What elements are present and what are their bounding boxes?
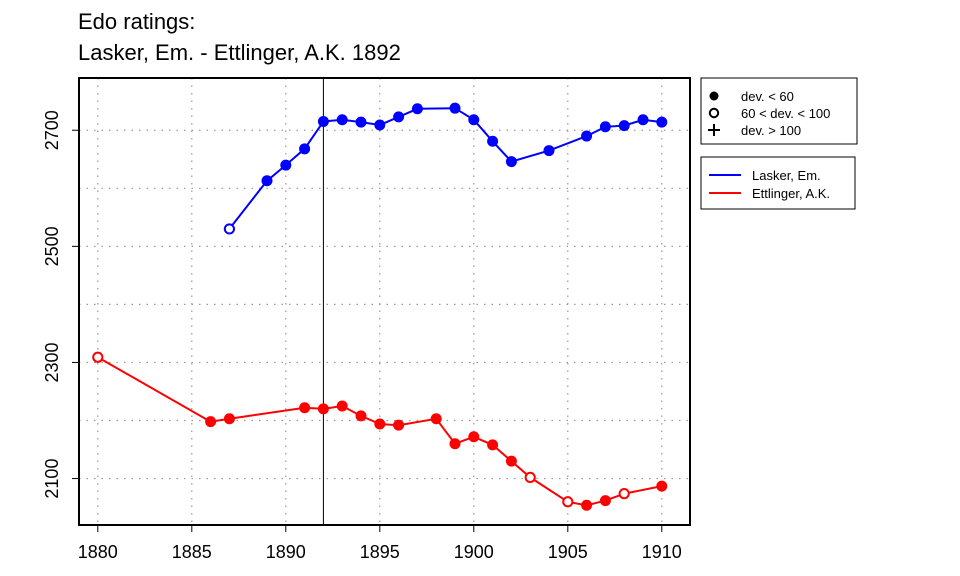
data-point <box>317 403 329 415</box>
legend-label-lasker: Lasker, Em. <box>752 168 821 183</box>
data-point <box>599 121 611 133</box>
data-point <box>468 431 480 443</box>
data-point <box>355 116 367 128</box>
data-point <box>581 499 593 511</box>
data-point <box>336 114 348 126</box>
y-tick-label: 2700 <box>42 110 62 150</box>
data-point <box>336 400 348 412</box>
plot-frame <box>78 77 691 526</box>
data-point <box>505 455 517 467</box>
deviation-legend-label: 60 < dev. < 100 <box>741 106 830 121</box>
data-point <box>581 130 593 142</box>
x-tick-label: 1900 <box>454 542 494 562</box>
data-point <box>487 439 499 451</box>
x-axis: 1880 1885 1890 1895 1900 1905 1910 <box>78 525 682 562</box>
x-tick-label: 1885 <box>172 542 212 562</box>
data-point <box>205 416 217 428</box>
y-axis: 2100 2300 2500 2700 <box>42 110 79 499</box>
data-point <box>355 410 367 422</box>
data-point <box>505 156 517 168</box>
chart-title: Edo ratings: <box>78 9 195 34</box>
open-circle-icon <box>708 107 720 119</box>
x-tick-label: 1895 <box>360 542 400 562</box>
chart-subtitle: Lasker, Em. - Ettlinger, A.K. 1892 <box>78 40 401 65</box>
data-point <box>543 145 555 157</box>
data-point <box>524 471 536 483</box>
data-point <box>411 103 423 115</box>
data-point <box>317 116 329 128</box>
deviation-legend-label: dev. > 100 <box>741 123 801 138</box>
data-point <box>374 119 386 131</box>
data-point <box>468 114 480 126</box>
plus-icon <box>708 124 720 136</box>
legend-label-ettlinger: Ettlinger, A.K. <box>752 186 830 201</box>
filled-circle-icon <box>709 91 719 101</box>
x-tick-label: 1905 <box>548 542 588 562</box>
data-point <box>449 102 461 114</box>
data-point <box>393 111 405 123</box>
data-point <box>393 419 405 431</box>
data-point <box>261 175 273 187</box>
series-layer <box>92 102 668 511</box>
y-tick-label: 2300 <box>42 342 62 382</box>
series-1 <box>92 351 668 511</box>
x-tick-label: 1880 <box>78 542 118 562</box>
y-tick-label: 2100 <box>42 459 62 499</box>
x-tick-label: 1890 <box>266 542 306 562</box>
deviation-legend: dev. < 60 60 < dev. < 100 dev. > 100 <box>700 77 858 145</box>
data-point <box>656 116 668 128</box>
series-legend-box <box>700 156 856 210</box>
data-point <box>656 480 668 492</box>
data-point <box>637 114 649 126</box>
data-point <box>430 413 442 425</box>
data-point <box>374 418 386 430</box>
data-point <box>449 438 461 450</box>
data-point <box>599 495 611 507</box>
series-line <box>228 107 662 230</box>
data-point <box>618 120 630 132</box>
data-point <box>92 351 104 363</box>
data-point <box>280 159 292 171</box>
grid <box>79 78 690 525</box>
data-point <box>562 496 574 508</box>
y-tick-label: 2500 <box>42 226 62 266</box>
data-point <box>223 413 235 425</box>
data-point <box>487 135 499 147</box>
deviation-legend-box <box>700 77 858 145</box>
data-point <box>223 223 235 235</box>
data-point <box>299 402 311 414</box>
series-legend: Lasker, Em. Ettlinger, A.K. <box>700 156 856 210</box>
data-point <box>618 488 630 500</box>
series-0 <box>223 102 668 235</box>
deviation-legend-label: dev. < 60 <box>741 89 794 104</box>
x-tick-label: 1910 <box>642 542 682 562</box>
data-point <box>299 143 311 155</box>
